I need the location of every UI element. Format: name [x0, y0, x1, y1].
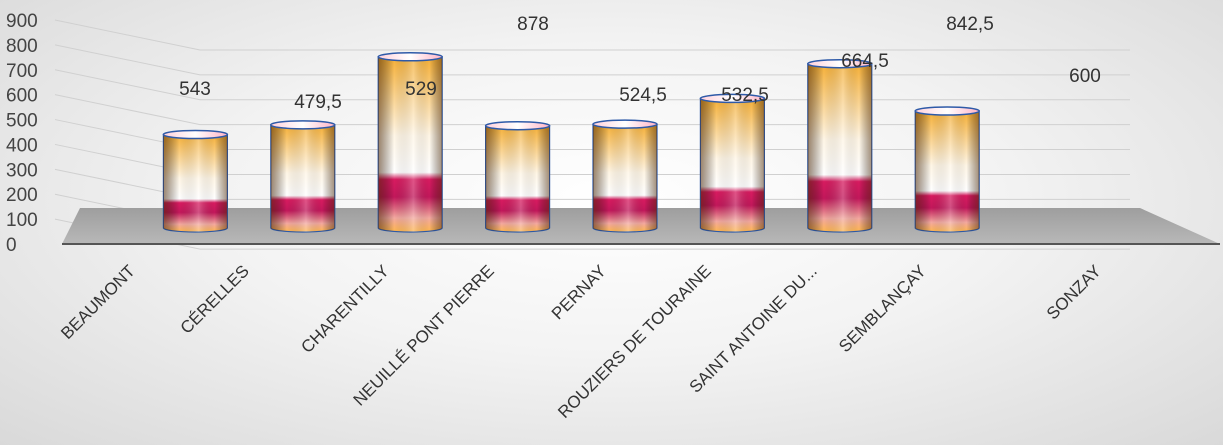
y-tick-label: 500	[6, 111, 38, 132]
data-label: 664,5	[841, 51, 889, 72]
x-tick-label: BEAUMONT	[57, 261, 139, 343]
bar-cylinder	[377, 52, 443, 233]
gridline	[54, 19, 1130, 51]
x-tick-label: CÉRELLES	[177, 261, 253, 337]
y-tick-label: 200	[6, 185, 38, 206]
bar-cylinder	[699, 93, 766, 233]
bar-cap	[162, 129, 229, 140]
bar-cylinder	[914, 106, 980, 233]
data-label: 878	[517, 14, 549, 35]
bar-cap	[699, 93, 766, 104]
data-labels: 543 479,5 529 878 524,5 532,5 664,5 842,5 600	[179, 14, 1101, 113]
x-tick-label: PERNAY	[548, 261, 610, 323]
x-tick-label: CHARENTILLY	[297, 261, 392, 356]
bars	[162, 52, 980, 233]
bar-cylinder	[162, 129, 229, 233]
gridline	[54, 69, 1130, 101]
data-label: 543	[179, 79, 211, 100]
bar-cylinder	[484, 120, 551, 233]
x-tick-label: SONZAY	[1043, 261, 1105, 323]
data-label: 532,5	[721, 85, 769, 106]
bar-cap	[807, 58, 873, 69]
data-label: 479,5	[294, 92, 342, 113]
bar-cylinder	[270, 120, 336, 233]
y-tick-label: 800	[6, 36, 38, 57]
bar-cap	[484, 120, 551, 131]
x-tick-label: SEMBLANÇAY	[835, 261, 930, 356]
bar-cap	[914, 106, 980, 116]
y-tick-label: 600	[6, 86, 38, 107]
y-tick-label: 300	[6, 160, 38, 181]
y-tick-label: 100	[6, 210, 38, 231]
y-tick-label: 700	[6, 61, 38, 82]
y-tick-label: 900	[6, 11, 38, 32]
bar-cylinder	[807, 58, 873, 233]
gridline	[54, 44, 1130, 76]
data-label: 529	[405, 79, 437, 100]
y-tick-label: 400	[6, 135, 38, 156]
bar-cylinder	[592, 119, 658, 233]
y-axis: 0 100 200 300 400 500 600 700 800 900	[6, 11, 38, 256]
data-label: 600	[1069, 66, 1101, 87]
data-label: 524,5	[619, 85, 667, 106]
data-label: 842,5	[946, 14, 994, 35]
bar-cap	[377, 52, 443, 62]
bar-cap	[592, 119, 658, 129]
y-tick-label: 0	[6, 235, 17, 256]
bar-cap	[270, 120, 336, 130]
